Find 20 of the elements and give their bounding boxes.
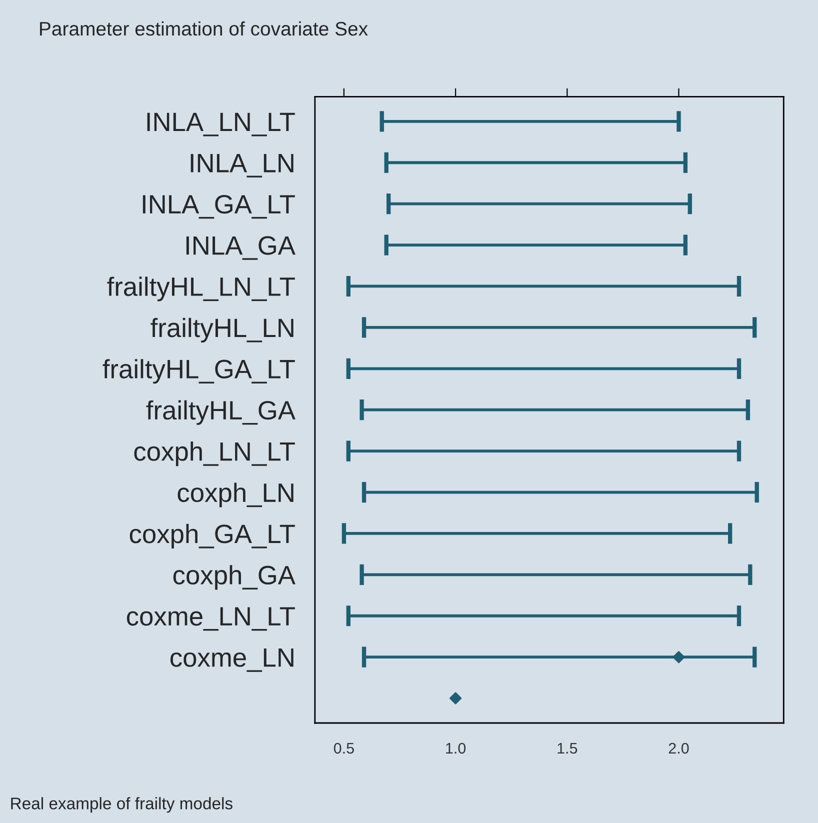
x-tick-label: 2.0 (668, 742, 689, 754)
y-tick-label: INLA_GA (186, 236, 296, 260)
y-tick-label: frailtyHL_LN (150, 318, 294, 342)
text: Real example of frailty models (11, 797, 232, 813)
y-tick-label: coxph_GA_LT (130, 524, 295, 549)
y-tick-label: INLA_LN_LT (147, 112, 295, 136)
x-tick-label: 1.0 (446, 742, 466, 754)
y-tick-label: coxph_LN_LT (134, 441, 295, 466)
y-tick-label: coxme_LN_LT (126, 607, 295, 631)
y-tick-label: INLA_GA_LT (142, 194, 295, 219)
y-tick-label: INLA_LN (190, 154, 294, 178)
x-tick-label: 1.5 (558, 743, 578, 754)
chart-title: Parameter estimation of covariate Sex (40, 21, 368, 36)
y-tick-label: frailtyHL_GA (146, 400, 296, 425)
y-tick-label: coxme_LN (170, 648, 294, 672)
x-tick-label: 0.5 (334, 742, 354, 754)
y-tick-label: frailtyHL_LN_LT (107, 276, 295, 302)
y-tick-label: coxph_LN (178, 482, 294, 508)
y-tick-label: frailtyHL_GA_LT (102, 359, 295, 384)
y-tick-label: coxph_GA (173, 565, 296, 590)
